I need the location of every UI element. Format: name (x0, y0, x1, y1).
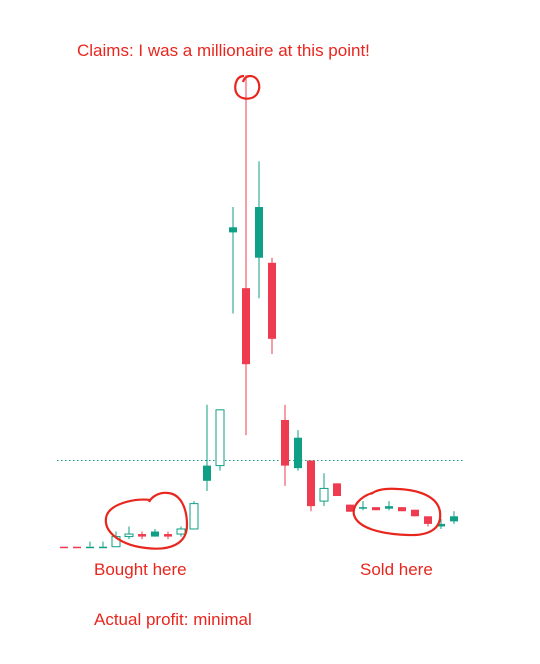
candle-body (281, 419, 289, 466)
candle-body (203, 465, 211, 481)
candle (242, 75, 250, 436)
candle-body (124, 533, 134, 538)
candle (268, 257, 276, 355)
candle (215, 409, 225, 471)
candle-body (333, 483, 341, 497)
sold-here-label: Sold here (360, 560, 433, 579)
candle-body (319, 487, 329, 502)
candle-body (385, 506, 393, 509)
candle-body (215, 409, 225, 467)
candle-body (151, 531, 159, 537)
candle-body (359, 507, 367, 509)
candle-body (176, 528, 186, 535)
sold-circle-annotation (352, 487, 442, 537)
candle-body (307, 460, 315, 507)
candle-body (229, 227, 237, 233)
candle (333, 483, 341, 497)
candle (229, 207, 237, 314)
candle (138, 531, 146, 540)
candle-body (60, 546, 68, 549)
candle-body (99, 546, 107, 549)
candle (164, 531, 172, 540)
actual-profit-label: Actual profit: minimal (94, 610, 252, 629)
candle-body (189, 503, 199, 530)
bought-here-label: Bought here (94, 560, 187, 579)
candle-body (424, 516, 432, 524)
candle-body (268, 262, 276, 339)
candle (151, 528, 159, 537)
candle (398, 507, 406, 512)
candle (450, 511, 458, 524)
candle-body (294, 437, 302, 469)
candle (307, 460, 315, 512)
candle (73, 546, 81, 549)
candle (281, 404, 289, 486)
candle (255, 161, 263, 299)
candle (294, 430, 302, 471)
candle (124, 526, 134, 540)
bought-circle-annotation (104, 491, 189, 550)
candle (189, 501, 199, 530)
candle (319, 473, 329, 507)
candle-body (450, 516, 458, 522)
candle-body (411, 509, 419, 517)
candle-body (346, 504, 354, 512)
candle-body (73, 546, 81, 549)
candle-body (242, 288, 250, 365)
candle (203, 404, 211, 491)
candle-body (255, 207, 263, 258)
candle (424, 516, 432, 527)
candle (411, 509, 419, 517)
peak-circle-annotation (234, 74, 261, 100)
candle (86, 541, 94, 549)
candle-body (86, 546, 94, 549)
candle (359, 501, 367, 511)
candle (385, 501, 393, 511)
candle (372, 507, 380, 511)
candle (437, 518, 445, 529)
candle-body (138, 534, 146, 537)
candle (346, 504, 354, 512)
candle-body (437, 523, 445, 527)
candle (99, 541, 107, 549)
candle-body (398, 507, 406, 512)
claim-annotation: Claims: I was a millionaire at this poin… (77, 41, 370, 60)
candle (60, 546, 68, 549)
candles-group (60, 75, 458, 549)
candle (176, 526, 186, 537)
candle-body (372, 507, 380, 511)
candle-body (164, 534, 172, 537)
